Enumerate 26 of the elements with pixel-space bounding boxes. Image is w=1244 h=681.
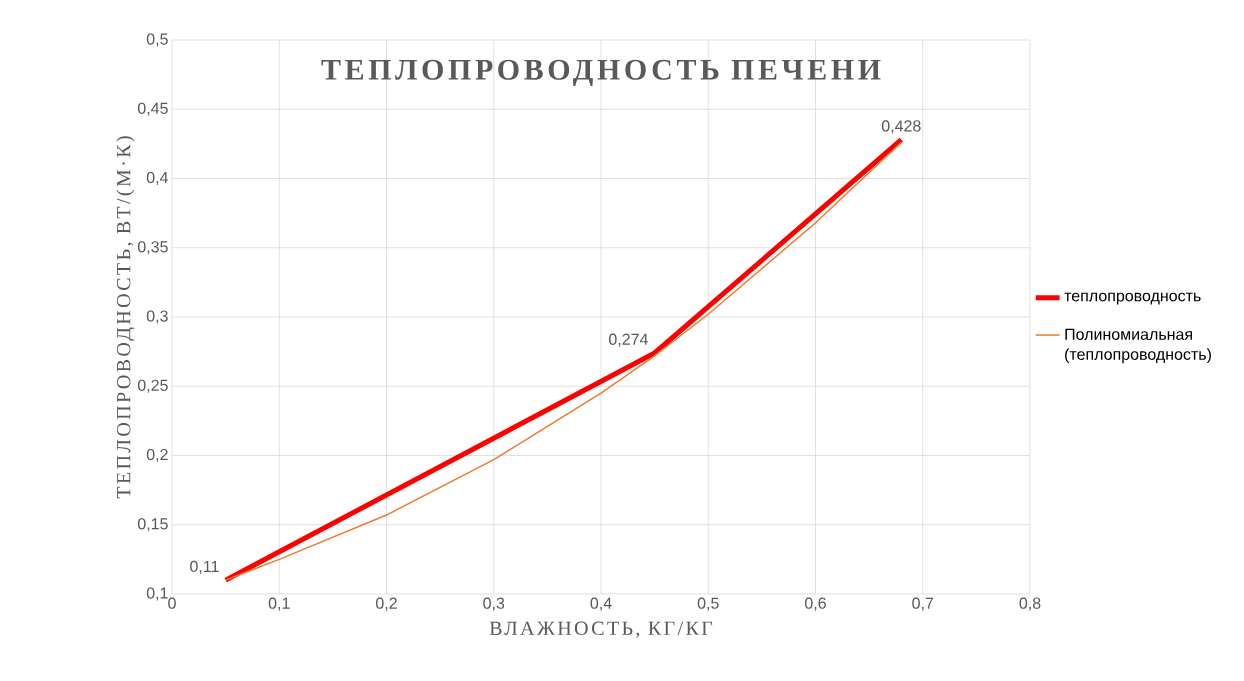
y-tick-label: 0,15 bbox=[137, 518, 168, 532]
y-tick-label: 0,5 bbox=[146, 33, 168, 47]
x-tick-label: 0,4 bbox=[590, 597, 612, 611]
y-tick-label: 0,25 bbox=[137, 379, 168, 393]
x-tick-label: 0,1 bbox=[268, 597, 290, 611]
x-tick-label: 0,8 bbox=[1019, 597, 1041, 611]
x-tick-label: 0,7 bbox=[912, 597, 934, 611]
data-label: 0,11 bbox=[190, 560, 219, 574]
x-tick-label: 0,2 bbox=[376, 597, 397, 611]
x-tick-label: 0 bbox=[168, 597, 176, 609]
y-axis-title: ТЕПЛОПРОВОДНОСТЬ, ВТ/(М·К) bbox=[116, 136, 135, 499]
y-tick-label: 0,45 bbox=[137, 102, 168, 116]
y-tick-label: 0,1 bbox=[146, 587, 168, 601]
text: ТЕПЛОПРОВОДНОСТЬ ПЕЧЕНИ bbox=[321, 59, 881, 86]
x-tick-label: 0,6 bbox=[805, 597, 826, 611]
y-tick-label: 0,3 bbox=[146, 310, 168, 324]
legend-label: Полиномиальная (теплопроводность) bbox=[1065, 328, 1211, 364]
legend-label: теплопроводность bbox=[1064, 292, 1201, 305]
y-tick-label: 0,4 bbox=[146, 171, 168, 186]
y-tick-label: 0,2 bbox=[146, 448, 168, 463]
x-tick-label: 0,5 bbox=[697, 597, 719, 611]
y-tick-label: 0,35 bbox=[137, 241, 168, 255]
data-label: 0,428 bbox=[881, 120, 921, 134]
x-tick-label: 0,3 bbox=[483, 597, 505, 611]
x-axis-title: ВЛАЖНОСТЬ, КГ/КГ bbox=[489, 621, 713, 638]
data-label: 0,274 bbox=[609, 333, 648, 347]
